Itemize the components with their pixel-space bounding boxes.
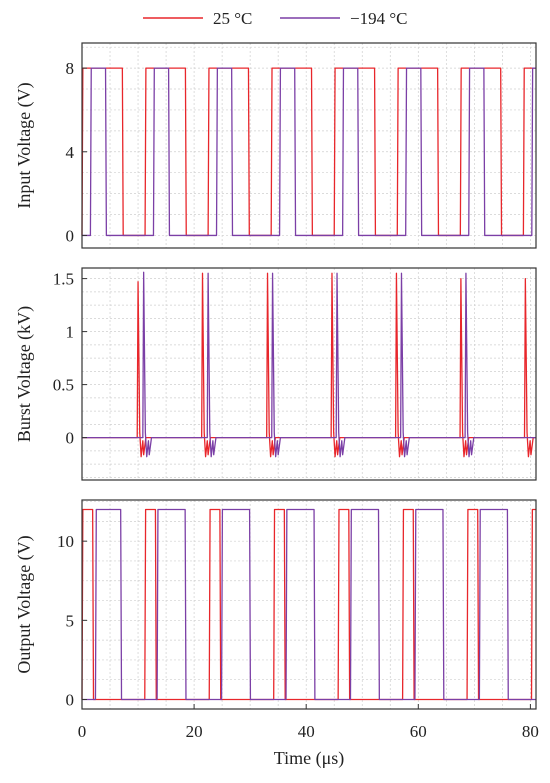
input-voltage-frame <box>81 42 537 249</box>
output-voltage-ytick-label: 5 <box>66 611 75 630</box>
legend: 25 °C −194 °C <box>143 9 407 28</box>
burst-voltage-ylabel: Burst Voltage (kV) <box>14 306 35 442</box>
output-voltage-frame <box>81 499 537 710</box>
input-voltage-panel: 0 4 8 Input Voltage (V) <box>14 42 537 249</box>
legend-label-minus194c: −194 °C <box>350 9 407 28</box>
output-voltage-series-25c <box>81 508 536 701</box>
burst-voltage-ytick-label: 1 <box>66 323 75 342</box>
output-voltage-ylabel: Output Voltage (V) <box>14 535 35 673</box>
input-voltage-ticks: 0 4 8 <box>66 59 87 245</box>
time-axis-tick-label: 60 <box>410 722 427 741</box>
burst-voltage-frame <box>81 267 537 481</box>
input-voltage-grid <box>82 43 536 248</box>
time-axis-tick-label: 0 <box>78 722 87 741</box>
output-voltage-series <box>81 508 536 701</box>
burst-voltage-ytick-label: 0.5 <box>53 376 74 395</box>
input-voltage-series <box>81 67 536 237</box>
time-axis-tick-label: 20 <box>186 722 203 741</box>
burst-voltage-ticks: 0 0.5 1 1.5 <box>53 270 87 448</box>
burst-voltage-ytick-label: 0 <box>66 429 75 448</box>
input-voltage-ylabel: Input Voltage (V) <box>14 82 35 208</box>
burst-voltage-series-minus194c <box>82 271 536 458</box>
time-axis-tick-label: 40 <box>298 722 315 741</box>
time-axis-ticks: 0 20 40 60 80 <box>78 704 539 741</box>
output-voltage-series-minus194c <box>82 508 536 701</box>
time-axis-tick-label: 80 <box>522 722 539 741</box>
output-voltage-panel: 0 5 10 0 20 40 60 80 Output Voltage (V) Time (… <box>14 499 539 769</box>
burst-voltage-ytick-label: 1.5 <box>53 270 74 289</box>
input-voltage-ytick-label: 8 <box>66 59 75 78</box>
input-voltage-series-minus194c <box>82 67 536 237</box>
legend-label-25c: 25 °C <box>213 9 252 28</box>
burst-voltage-series <box>82 271 536 458</box>
input-voltage-ytick-label: 0 <box>66 226 75 245</box>
output-voltage-ytick-label: 10 <box>57 532 74 551</box>
time-axis-label: Time (μs) <box>274 748 345 769</box>
output-voltage-ytick-label: 0 <box>66 691 75 710</box>
input-voltage-ytick-label: 4 <box>66 143 75 162</box>
burst-voltage-panel: 0 0.5 1 1.5 Burst Voltage (kV) <box>14 267 537 481</box>
output-voltage-ticks: 0 5 10 <box>57 532 87 710</box>
